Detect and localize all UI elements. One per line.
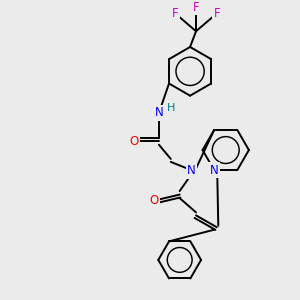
Text: H: H (167, 103, 176, 112)
Text: N: N (154, 106, 163, 119)
Text: O: O (129, 135, 138, 148)
Text: F: F (172, 7, 178, 20)
Text: O: O (150, 194, 159, 207)
Text: N: N (210, 164, 218, 177)
Text: N: N (187, 164, 196, 177)
Text: F: F (214, 7, 220, 20)
Text: F: F (193, 1, 199, 14)
